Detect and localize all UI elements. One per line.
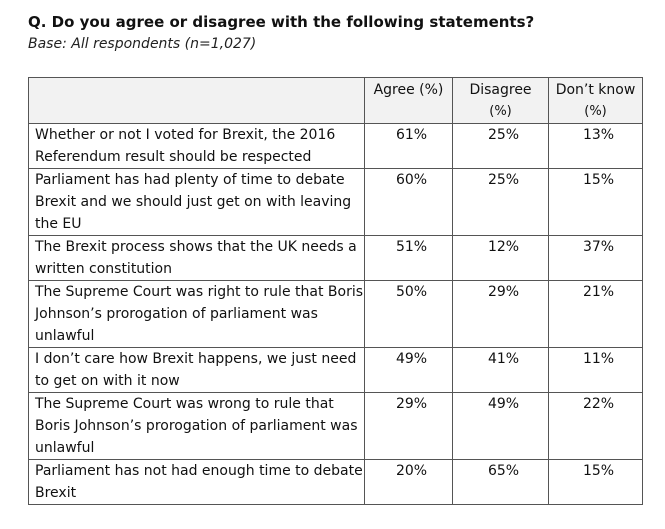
disagree-cell: 25% xyxy=(452,168,549,236)
survey-table: Agree (%) Disagree (%) Don’t know (%) Whet… xyxy=(28,77,643,505)
table-row: Parliament has had plenty of time to deb… xyxy=(28,168,643,236)
disagree-cell: 25% xyxy=(452,123,549,169)
table-row: Parliament has not had enough time to de… xyxy=(28,459,643,505)
statement-cell: The Supreme Court was right to rule that… xyxy=(28,280,365,348)
header-disagree-label: Disagree xyxy=(469,82,532,98)
dontknow-cell: 15% xyxy=(548,168,643,236)
disagree-cell: 65% xyxy=(452,459,549,505)
header-blank xyxy=(28,77,365,124)
disagree-cell: 41% xyxy=(452,347,549,393)
dontknow-cell: 15% xyxy=(548,459,643,505)
statement-cell: I don’t care how Brexit happens, we just… xyxy=(28,347,365,393)
statement-cell: Parliament has had plenty of time to deb… xyxy=(28,168,365,236)
header-row: Agree (%) Disagree (%) Don’t know (%) xyxy=(28,77,643,124)
header-agree: Agree (%) xyxy=(364,77,453,124)
question-title: Q. Do you agree or disagree with the fol… xyxy=(28,13,535,31)
dontknow-cell: 22% xyxy=(548,392,643,460)
base-note: Base: All respondents (n=1,027) xyxy=(28,36,257,52)
agree-cell: 29% xyxy=(364,392,453,460)
statement-cell: The Supreme Court was wrong to rule that… xyxy=(28,392,365,460)
agree-cell: 51% xyxy=(364,235,453,281)
disagree-cell: 49% xyxy=(452,392,549,460)
header-disagree: Disagree (%) xyxy=(452,77,549,124)
dontknow-cell: 11% xyxy=(548,347,643,393)
table-row: The Brexit process shows that the UK nee… xyxy=(28,235,643,281)
header-dontknow-unit: (%) xyxy=(584,104,607,119)
table-row: Whether or not I voted for Brexit, the 2… xyxy=(28,123,643,169)
dontknow-cell: 13% xyxy=(548,123,643,169)
table-row: I don’t care how Brexit happens, we just… xyxy=(28,347,643,393)
table-row: The Supreme Court was right to rule that… xyxy=(28,280,643,348)
agree-cell: 49% xyxy=(364,347,453,393)
agree-cell: 50% xyxy=(364,280,453,348)
dontknow-cell: 21% xyxy=(548,280,643,348)
agree-cell: 20% xyxy=(364,459,453,505)
disagree-cell: 29% xyxy=(452,280,549,348)
disagree-cell: 12% xyxy=(452,235,549,281)
agree-cell: 60% xyxy=(364,168,453,236)
statement-cell: The Brexit process shows that the UK nee… xyxy=(28,235,365,281)
header-agree-label: Agree (%) xyxy=(373,82,444,98)
header-disagree-unit: (%) xyxy=(489,104,512,119)
agree-cell: 61% xyxy=(364,123,453,169)
statement-cell: Parliament has not had enough time to de… xyxy=(28,459,365,505)
table-row: The Supreme Court was wrong to rule that… xyxy=(28,392,643,460)
header-dontknow-label: Don’t know xyxy=(555,82,636,98)
statement-cell: Whether or not I voted for Brexit, the 2… xyxy=(28,123,365,169)
header-dontknow: Don’t know (%) xyxy=(548,77,643,124)
dontknow-cell: 37% xyxy=(548,235,643,281)
